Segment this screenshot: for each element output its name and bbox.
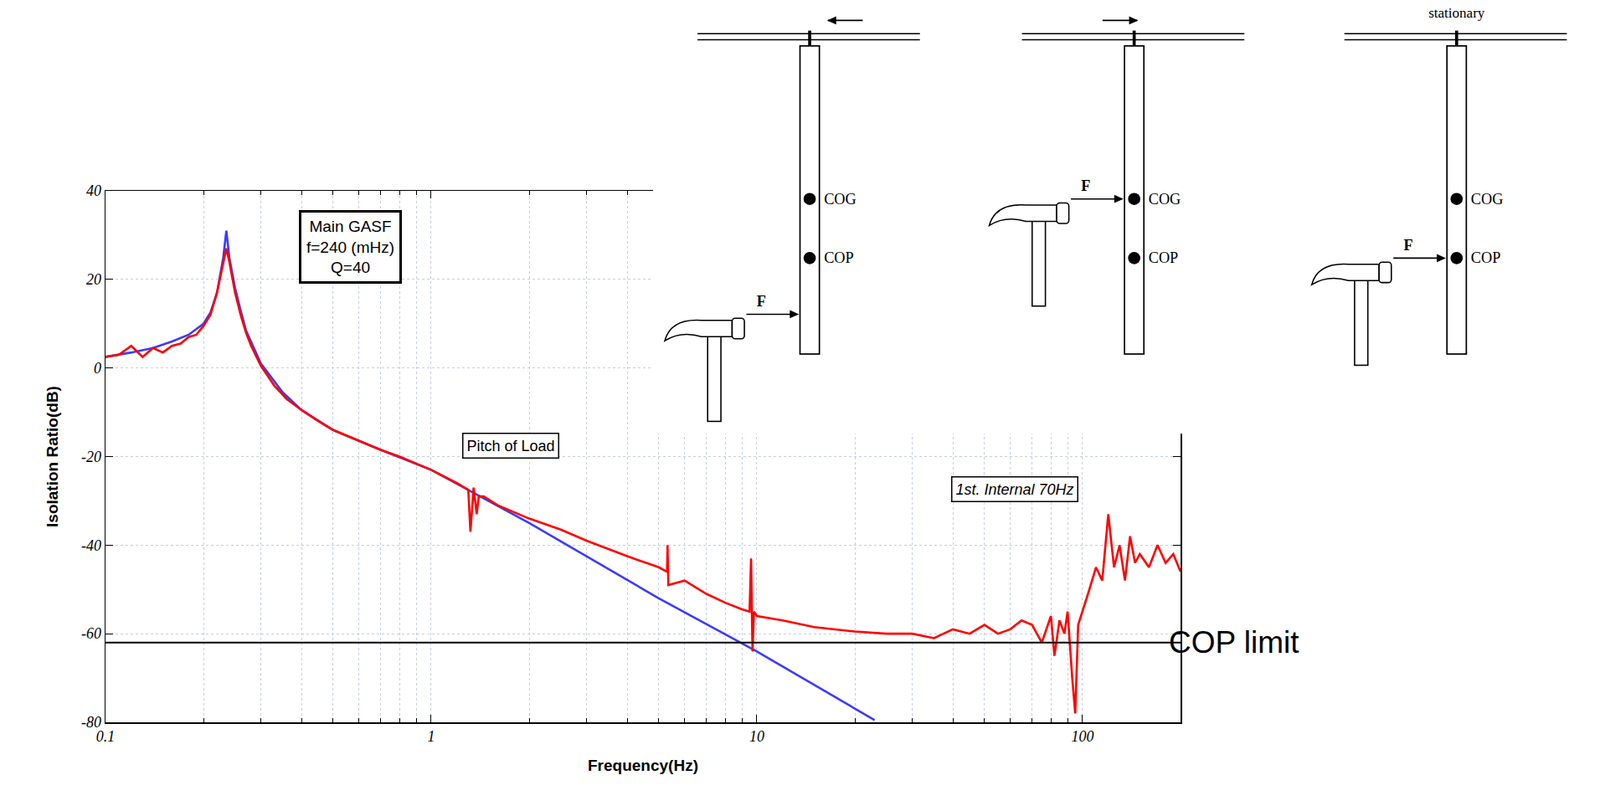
svg-text:1: 1 bbox=[427, 728, 435, 746]
svg-text:COP: COP bbox=[1471, 249, 1502, 267]
svg-text:Main GASFf=240 (mHz)Q=40: Main GASFf=240 (mHz)Q=40 bbox=[306, 217, 395, 277]
svg-text:-60: -60 bbox=[81, 625, 102, 643]
svg-text:0: 0 bbox=[93, 360, 102, 377]
svg-text:100: 100 bbox=[1070, 728, 1094, 746]
svg-text:COP limit: COP limit bbox=[1168, 625, 1300, 660]
svg-text:F: F bbox=[756, 293, 767, 310]
svg-text:COP: COP bbox=[823, 249, 855, 267]
svg-text:Pitch of Load: Pitch of Load bbox=[467, 437, 556, 455]
svg-text:COP: COP bbox=[1148, 249, 1179, 267]
svg-text:F: F bbox=[1403, 236, 1413, 254]
svg-text:10: 10 bbox=[749, 728, 765, 746]
svg-text:1st. Internal 70Hz: 1st. Internal 70Hz bbox=[956, 481, 1075, 499]
svg-text:-40: -40 bbox=[81, 537, 102, 555]
svg-text:COG: COG bbox=[823, 190, 857, 208]
svg-text:COG: COG bbox=[1471, 190, 1504, 208]
svg-text:-20: -20 bbox=[81, 448, 102, 466]
svg-text:COG: COG bbox=[1148, 190, 1182, 208]
svg-text:-80: -80 bbox=[81, 714, 102, 731]
svg-text:stationary: stationary bbox=[1428, 5, 1486, 21]
svg-text:Frequency(Hz): Frequency(Hz) bbox=[587, 756, 699, 775]
svg-text:20: 20 bbox=[86, 271, 102, 289]
svg-text:40: 40 bbox=[86, 182, 102, 200]
svg-text:0.1: 0.1 bbox=[96, 728, 116, 746]
svg-text:Isolation Ratio(dB): Isolation Ratio(dB) bbox=[43, 385, 62, 528]
svg-text:F: F bbox=[1080, 177, 1091, 195]
